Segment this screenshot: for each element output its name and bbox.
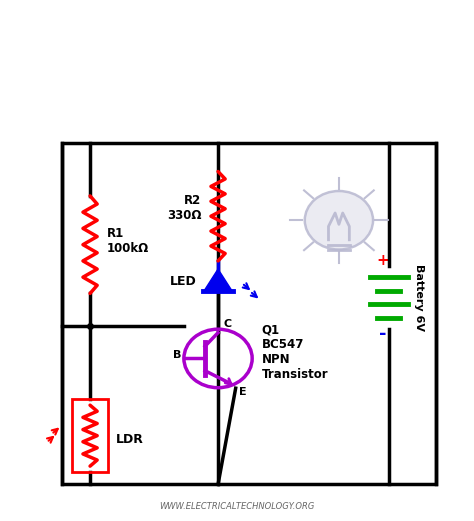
Text: Q1
BC547
NPN
Transistor: Q1 BC547 NPN Transistor — [262, 324, 328, 381]
Text: WWW.ELECTRICALTECHNOLOGY.ORG: WWW.ELECTRICALTECHNOLOGY.ORG — [159, 502, 315, 511]
Bar — [72, 399, 108, 472]
Text: R2
330Ω: R2 330Ω — [167, 194, 201, 222]
Text: +: + — [377, 253, 389, 268]
Text: Battery 6V: Battery 6V — [414, 264, 425, 331]
Circle shape — [305, 191, 373, 250]
Text: (Using LDR & Transistor): (Using LDR & Transistor) — [126, 82, 348, 97]
Text: Automatic Street Light Control Circuit: Automatic Street Light Control Circuit — [51, 28, 423, 46]
Text: LDR: LDR — [116, 433, 144, 446]
Text: B: B — [173, 350, 182, 360]
Text: R1
100kΩ: R1 100kΩ — [107, 227, 149, 255]
Polygon shape — [204, 269, 232, 291]
Text: C: C — [224, 319, 232, 329]
Text: E: E — [238, 388, 246, 398]
Text: LED: LED — [170, 275, 197, 288]
Text: -: - — [379, 325, 387, 343]
